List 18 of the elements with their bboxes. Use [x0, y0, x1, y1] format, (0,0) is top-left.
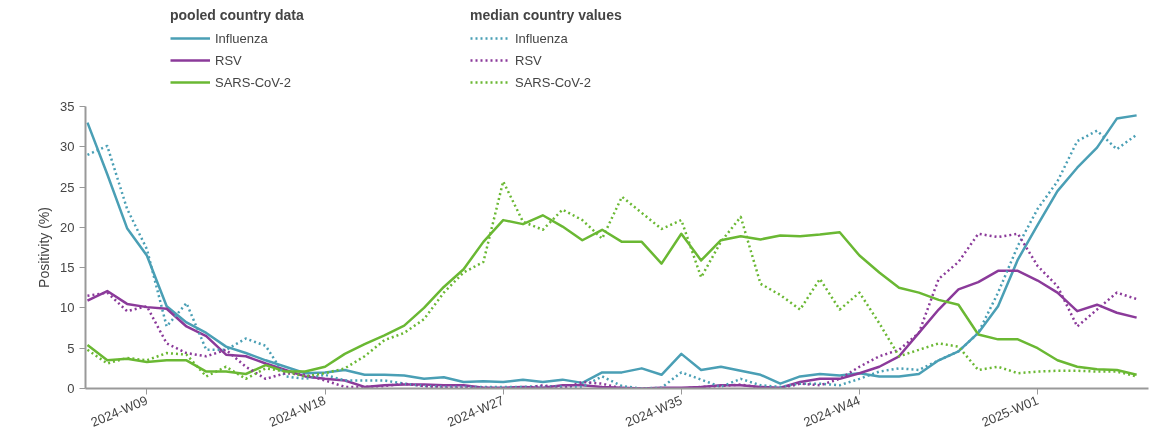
legend-label: Influenza: [215, 30, 268, 46]
y-tick-label: 0: [67, 381, 75, 396]
text: pooled country data: [170, 7, 304, 23]
line-series: [86, 232, 1138, 389]
legend-label: Influenza: [515, 30, 568, 46]
legend-label: SARS-CoV-2: [515, 74, 591, 90]
y-tick-label: 10: [60, 300, 75, 316]
y-axis-title: Positivity (%): [36, 207, 53, 288]
legend-label: SARS-CoV-2: [215, 74, 291, 90]
legend-label: RSV: [215, 52, 242, 68]
y-tick-label: 30: [60, 139, 75, 155]
y-tick-label: 15: [60, 260, 75, 276]
y-tick-label: 20: [60, 219, 75, 235]
y-tick-label: 5: [67, 340, 75, 356]
text: median country values: [470, 7, 622, 23]
legend-label: RSV: [515, 52, 542, 68]
y-tick-label: 35: [60, 99, 75, 114]
y-tick-label: 25: [60, 179, 75, 195]
